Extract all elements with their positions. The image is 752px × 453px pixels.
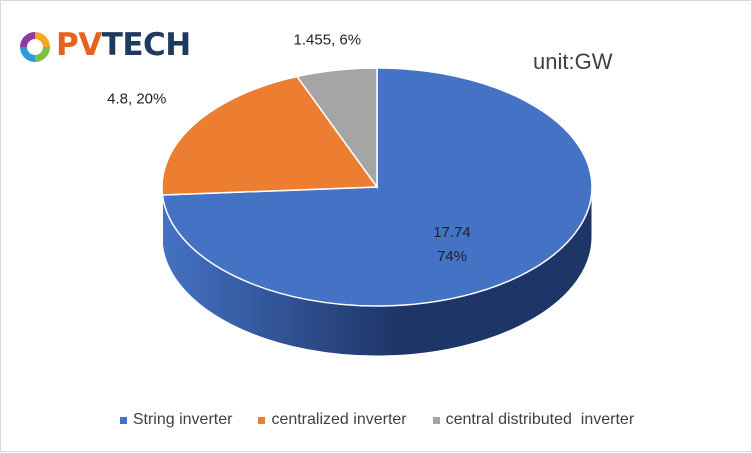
data-label-2: 1.455, 6% [294, 31, 362, 48]
legend-swatch-2 [433, 417, 440, 424]
legend-label-0: String inverter [133, 411, 233, 429]
legend-label-1: centralized inverter [271, 411, 406, 429]
legend-item-1: centralized inverter [258, 411, 406, 429]
legend-swatch-1 [258, 417, 265, 424]
unit-label: unit:GW [533, 49, 612, 75]
legend-item-2: central distributed inverter [433, 411, 635, 429]
legend-item-0: String inverter [120, 411, 233, 429]
brand-suffix: TECH [102, 27, 191, 63]
data-label-1: 4.8, 20% [107, 90, 166, 107]
brand-prefix: PV [56, 27, 102, 63]
legend-label-2: central distributed inverter [446, 411, 635, 429]
legend-swatch-0 [120, 417, 127, 424]
chart-legend: String inverter centralized inverter centr… [1, 411, 752, 429]
brand-name: PVTECH [56, 30, 191, 61]
